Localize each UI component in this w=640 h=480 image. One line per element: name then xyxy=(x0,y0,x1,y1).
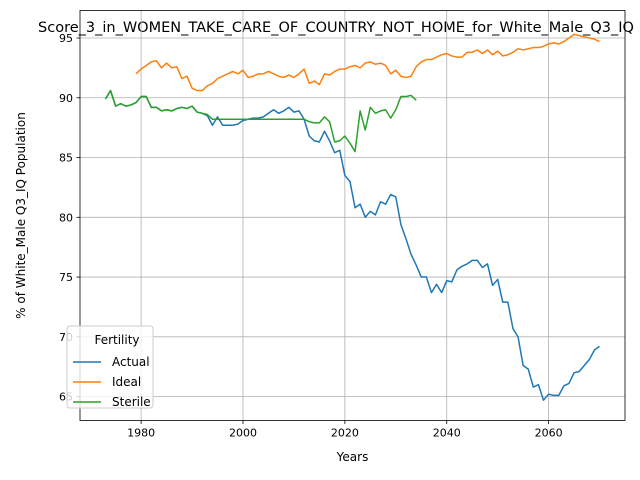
x-tick-label: 2040 xyxy=(433,427,461,440)
legend-label-actual: Actual xyxy=(112,355,150,369)
x-tick-label: 2000 xyxy=(229,427,257,440)
y-axis-label: % of White_Male Q3_IQ Population xyxy=(14,112,28,319)
series-line-actual xyxy=(104,89,600,401)
y-tick-label: 75 xyxy=(59,271,73,284)
legend: Fertility Actual Ideal Sterile xyxy=(66,325,154,409)
x-tick-label: 2020 xyxy=(331,427,359,440)
plot-frame xyxy=(79,10,626,421)
y-tick-label: 95 xyxy=(59,32,73,45)
chart-title: Score_3_in_WOMEN_TAKE_CARE_OF_COUNTRY_NO… xyxy=(38,20,634,36)
x-axis-ticks: 1980 2000 2020 2040 2060 xyxy=(127,420,563,440)
series-lines xyxy=(104,33,600,401)
x-axis-label: Years xyxy=(336,450,369,464)
legend-label-ideal: Ideal xyxy=(112,375,141,389)
y-tick-label: 80 xyxy=(59,211,73,224)
y-tick-label: 85 xyxy=(59,152,73,165)
legend-label-sterile: Sterile xyxy=(112,395,151,409)
x-tick-label: 1980 xyxy=(127,427,155,440)
x-tick-label: 2060 xyxy=(535,427,563,440)
series-line-sterile xyxy=(104,89,417,153)
legend-title: Fertility xyxy=(94,333,139,347)
series-line-ideal xyxy=(135,33,600,92)
grid-lines xyxy=(80,10,625,421)
y-tick-label: 90 xyxy=(59,92,73,105)
legend-box xyxy=(66,325,154,409)
